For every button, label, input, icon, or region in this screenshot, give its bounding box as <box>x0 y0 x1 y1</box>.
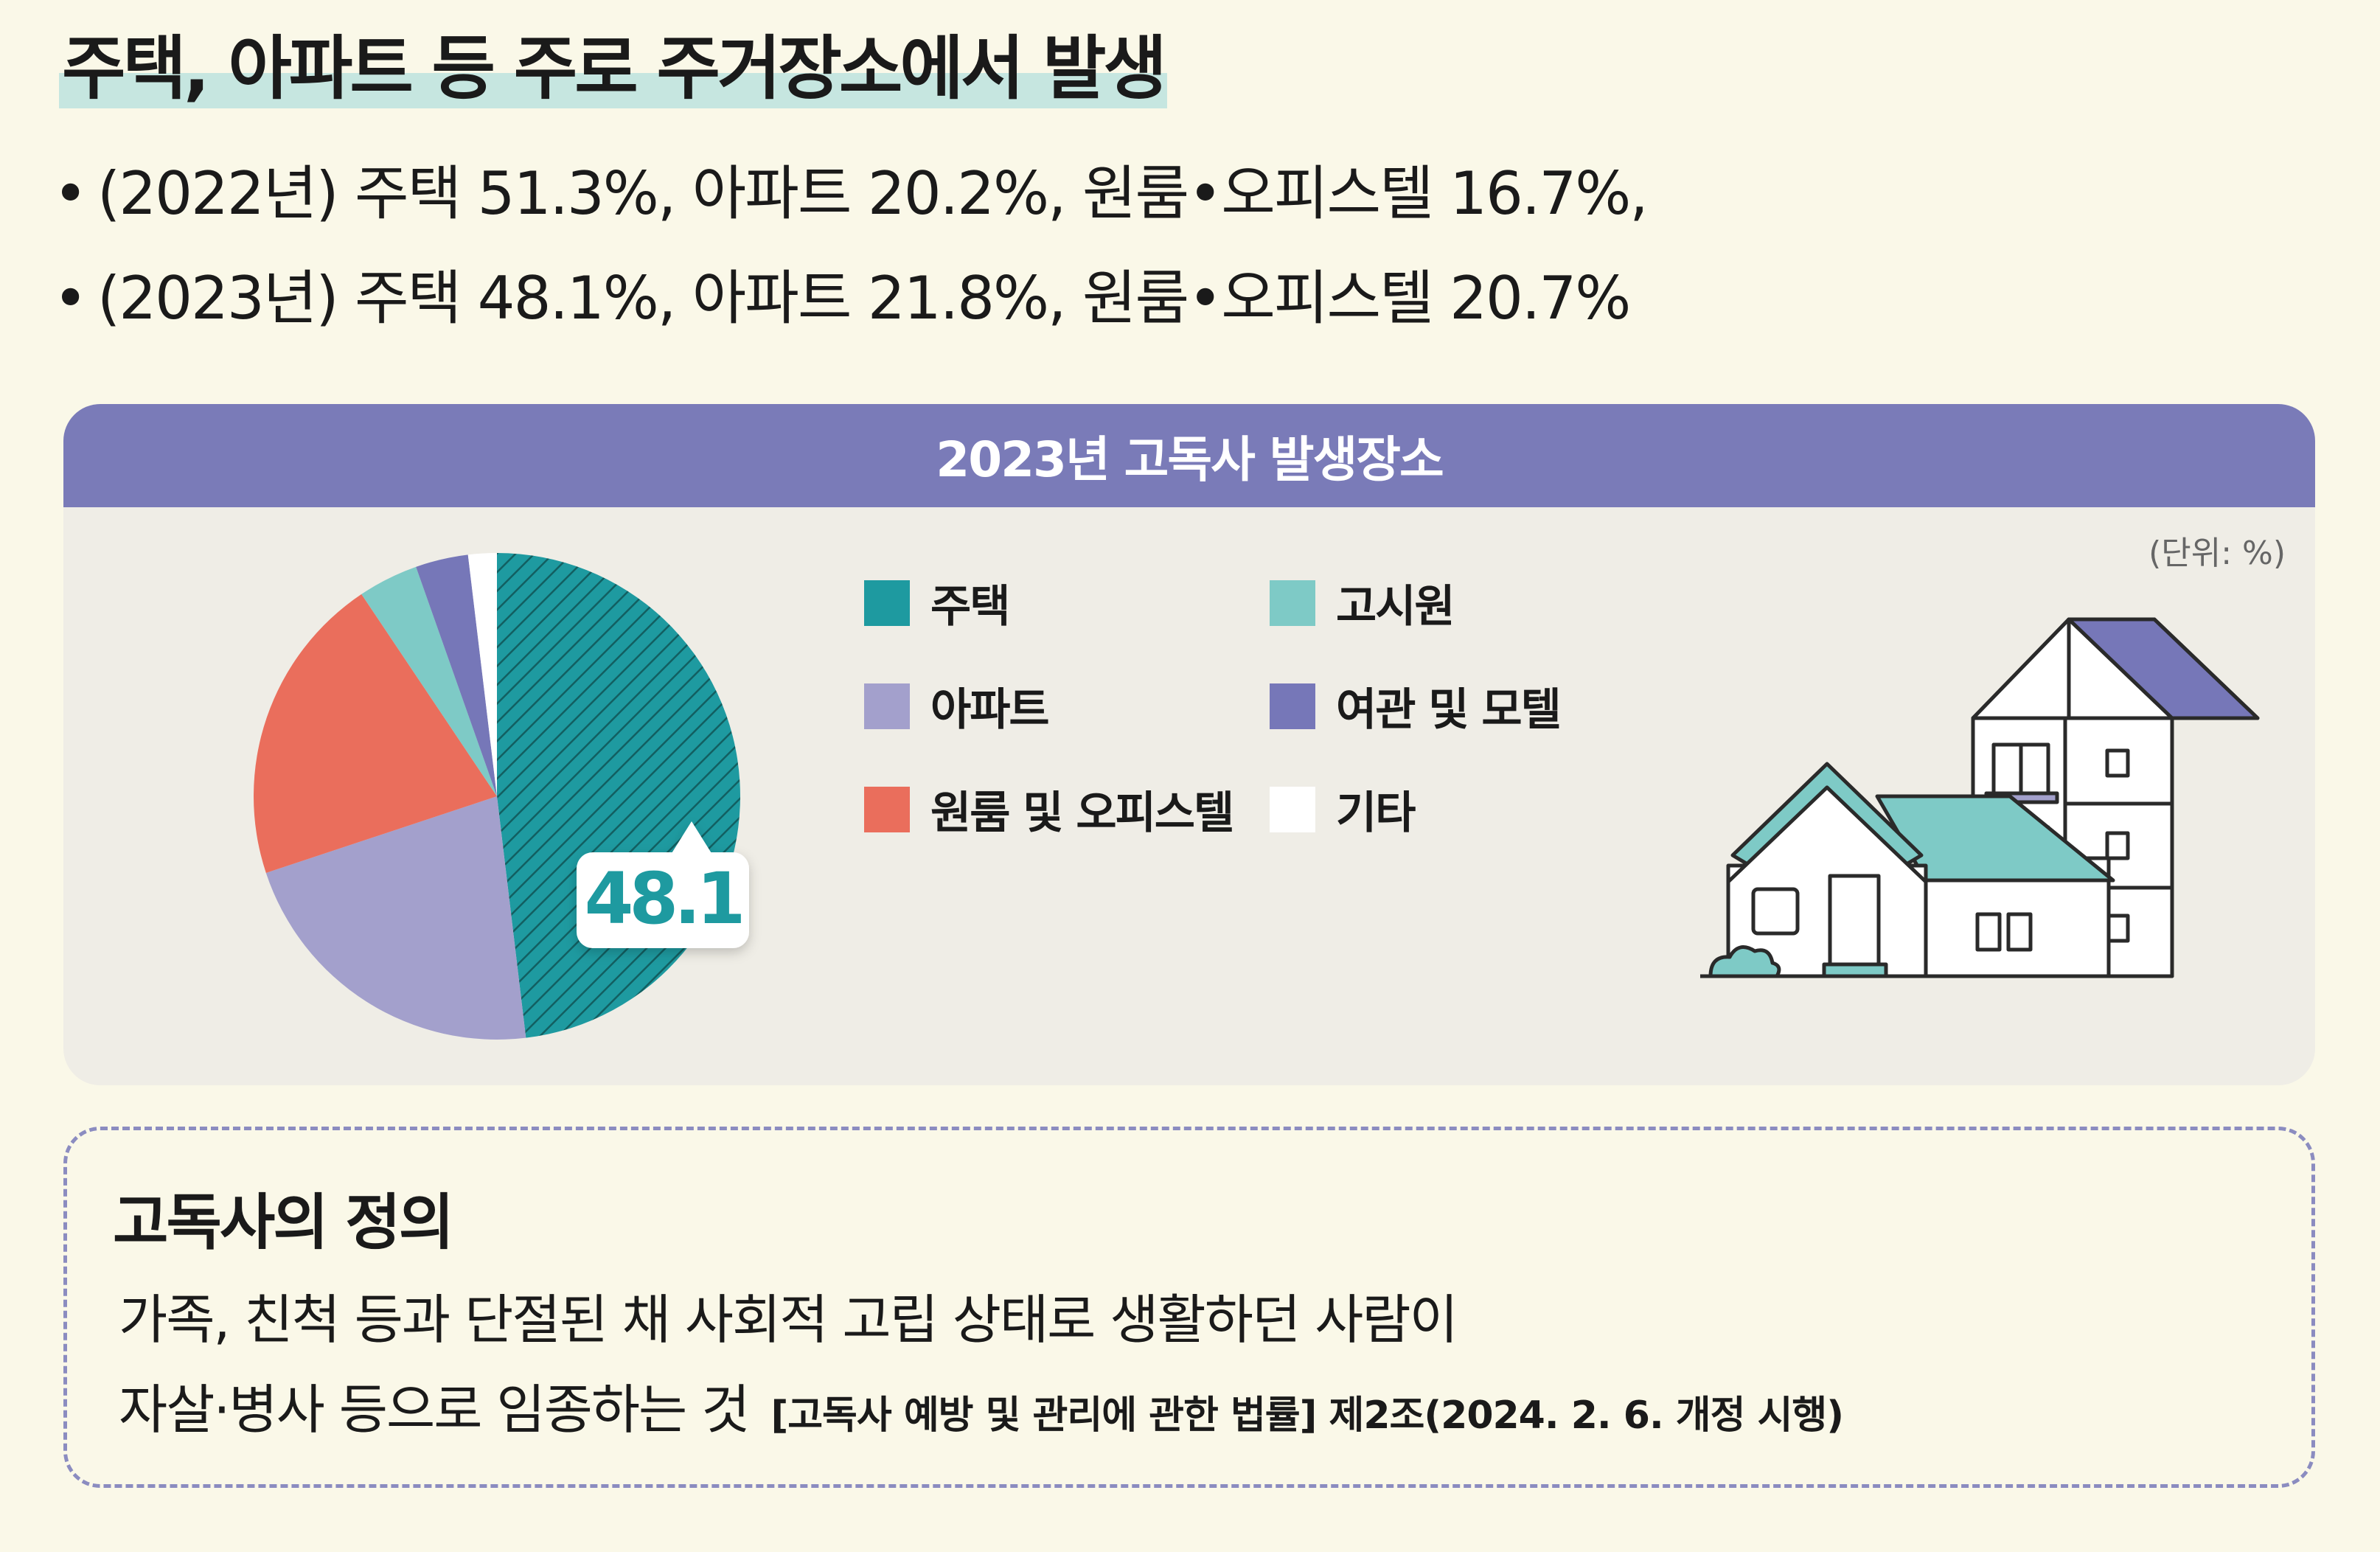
legend-item-apartment: 아파트 <box>864 674 1050 738</box>
pie-slice-apartment <box>265 796 526 1040</box>
unit-label: (단위: %) <box>2148 535 2286 572</box>
highlight-callout <box>577 821 749 948</box>
legend-label: 아파트 <box>930 684 1050 736</box>
legend-label: 기타 <box>1336 787 1416 839</box>
legend-item-oneroom: 원룸 및 오피스텔 <box>864 777 1234 841</box>
definition-box: 고독사의 정의 가족, 친척 등과 단절된 채 사회적 고립 상태로 생활하던 … <box>63 1127 2315 1488</box>
pie-slice-other <box>467 553 497 796</box>
callout-pointer <box>669 821 714 857</box>
legend-label: 주택 <box>930 581 1010 633</box>
pie-slice-oneroom <box>254 594 497 873</box>
summary-bullet-list: • (2022년) 주택 51.3%, 아파트 20.2%, 원룸•오피스텔 16… <box>53 158 1649 367</box>
pie-slice-house <box>497 553 740 1038</box>
definition-text-line-2-main: 자살·병사 등으로 임종하는 것 <box>119 1379 750 1441</box>
pie-slice-gosiwon <box>361 566 497 796</box>
small-house-icon <box>1700 762 2143 978</box>
bullet-marker: • <box>53 264 88 333</box>
bullet-2023: • (2023년) 주택 48.1%, 아파트 21.8%, 원룸•오피스텔 20… <box>53 262 1647 335</box>
legend-label: 원룸 및 오피스텔 <box>930 787 1234 839</box>
bullet-marker: • <box>53 159 88 228</box>
callout-value: 48.1 <box>585 857 742 940</box>
bullet-2023-text: (2023년) 주택 48.1%, 아파트 21.8%, 원룸•오피스텔 20.… <box>97 264 1631 333</box>
pie-slice-motel <box>416 554 497 796</box>
legend-item-other: 기타 <box>1270 777 1416 841</box>
pie-chart: 48.1 <box>254 553 749 1040</box>
definition-text-line-1: 가족, 친척 등과 단절된 채 사회적 고립 상태로 생활하던 사람이 <box>119 1289 1458 1351</box>
legend-swatch <box>1270 786 1315 832</box>
chart-title: 2023년 고독사 발생장소 <box>63 404 2315 507</box>
legend-item-gosiwon: 고시원 <box>1270 571 1455 635</box>
houses-illustration <box>1700 617 2260 978</box>
bullet-2022: • (2022년) 주택 51.3%, 아파트 20.2%, 원룸•오피스텔 16… <box>53 158 1649 230</box>
definition-text-line-2: 자살·병사 등으로 임종하는 것 [고독사 예방 및 관리에 관한 법률] 제2조… <box>119 1366 1844 1444</box>
legend-swatch <box>864 683 910 729</box>
legend-item-house: 주택 <box>864 571 1010 635</box>
legend-swatch <box>1270 683 1315 729</box>
legend-swatch <box>864 786 910 832</box>
legend-swatch <box>864 580 910 626</box>
legend-item-motel: 여관 및 모텔 <box>1270 674 1562 738</box>
page-title: 주택, 아파트 등 주로 주거장소에서 발생 <box>59 25 1167 114</box>
legend-label: 고시원 <box>1336 581 1455 633</box>
definition-title: 고독사의 정의 <box>113 1188 454 1258</box>
callout-box <box>577 852 749 948</box>
chart-panel: 2023년 고독사 발생장소 (단위: %) 48.1 주택 아파트 원룸 및 … <box>63 404 2315 1085</box>
bullet-2022-text: (2022년) 주택 51.3%, 아파트 20.2%, 원룸•오피스텔 16.… <box>97 159 1649 228</box>
legend-label: 여관 및 모텔 <box>1336 684 1562 736</box>
legend-swatch <box>1270 580 1315 626</box>
law-reference: [고독사 예방 및 관리에 관한 법률] 제2조(2024. 2. 6. 개정 … <box>770 1393 1844 1438</box>
